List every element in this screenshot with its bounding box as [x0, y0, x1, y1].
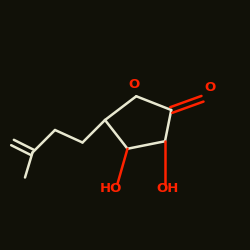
Text: O: O	[128, 78, 140, 92]
Text: OH: OH	[156, 182, 179, 195]
Text: HO: HO	[100, 182, 122, 195]
Text: O: O	[204, 81, 216, 94]
